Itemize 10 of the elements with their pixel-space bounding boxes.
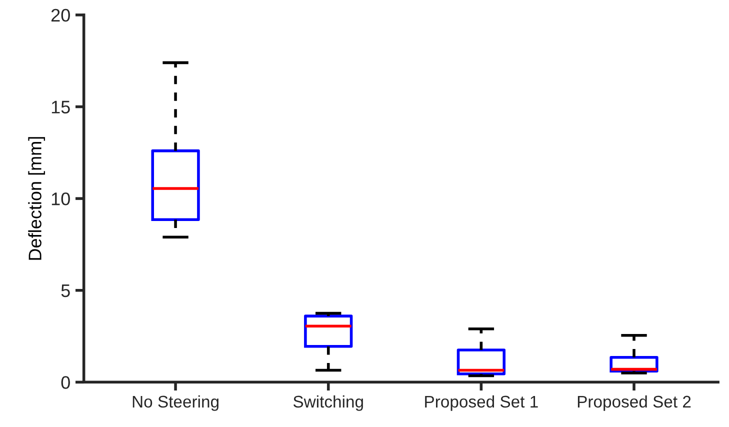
y-axis-title: Deflection [mm] <box>28 137 46 260</box>
y-tick-label: 15 <box>52 100 70 114</box>
x-tick-label: Proposed Set 2 <box>578 395 691 411</box>
y-tick-label: 5 <box>61 284 70 298</box>
x-tick-label: Proposed Set 1 <box>425 395 538 411</box>
x-tick-label: Switching <box>293 395 363 411</box>
x-tick-label: No Steering <box>132 395 218 411</box>
y-tick-label: 10 <box>52 192 70 206</box>
y-tick-label: 20 <box>51 8 70 22</box>
y-tick-label: 0 <box>61 376 70 389</box>
